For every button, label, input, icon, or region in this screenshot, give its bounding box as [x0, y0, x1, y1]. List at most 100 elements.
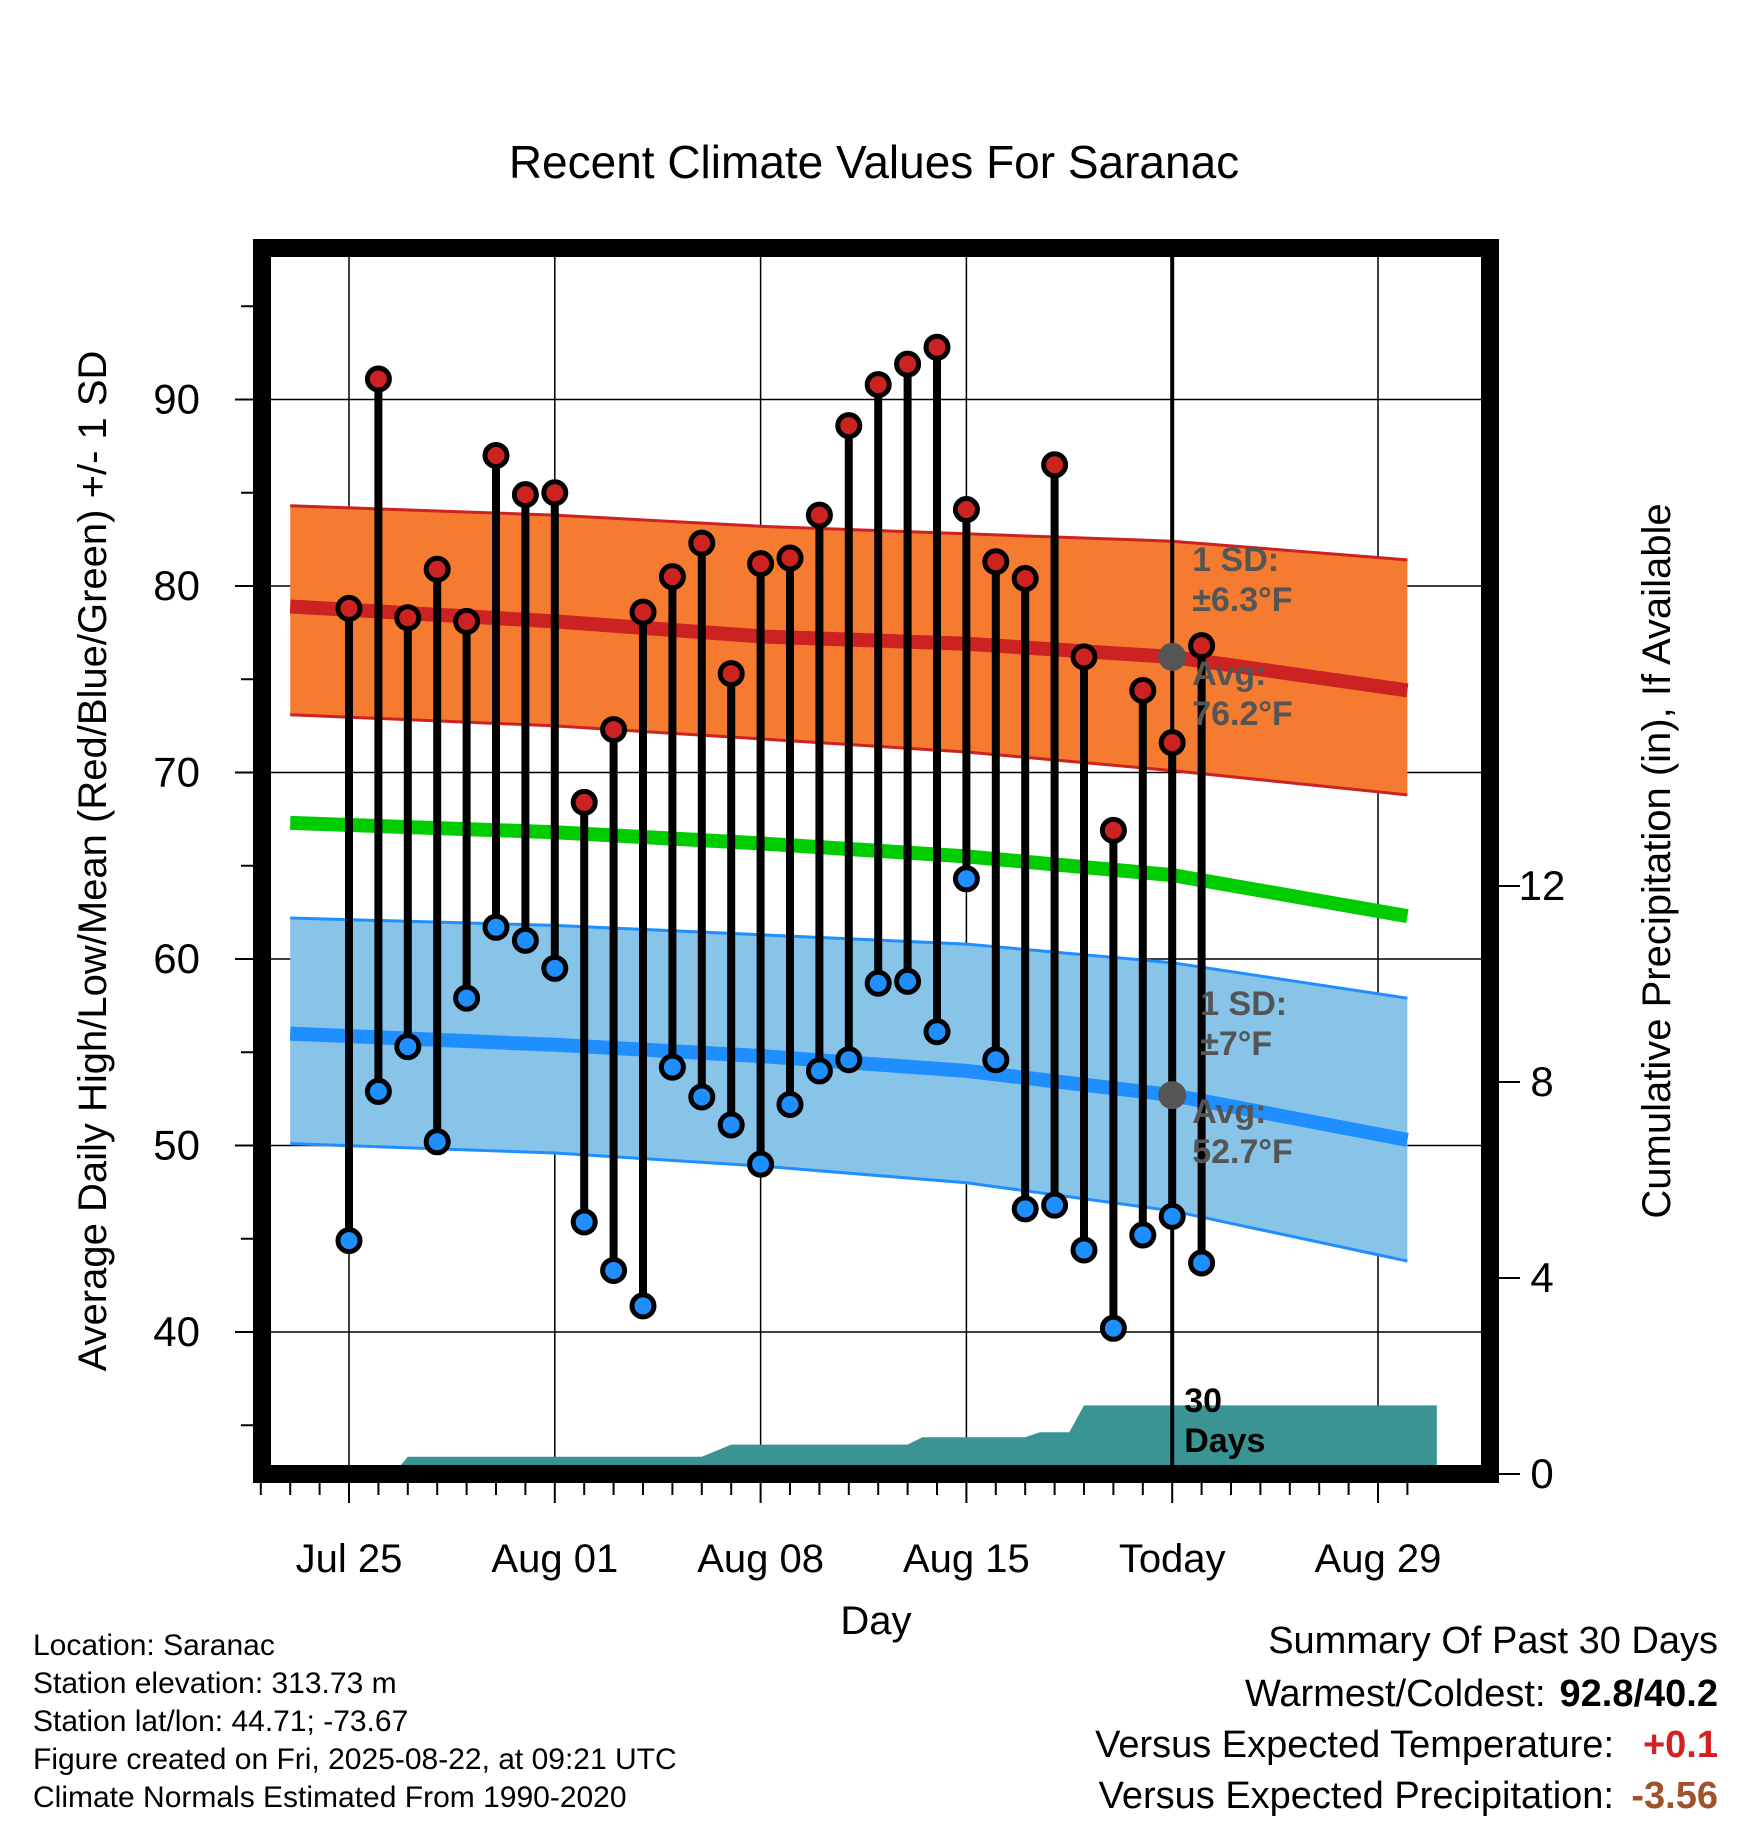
- daily-low-point: [570, 1208, 598, 1236]
- today-label-count: 30: [1184, 1382, 1222, 1420]
- daily-high-point: [1188, 632, 1216, 660]
- daily-low-point: [541, 954, 569, 982]
- mean-line: [289, 815, 1409, 923]
- plot-frame: [253, 239, 1499, 1483]
- daily-low-point: [1041, 1191, 1069, 1219]
- station-metadata: Location: Saranac Station elevation: 313…: [33, 1627, 677, 1817]
- low-sd-band: [290, 918, 1408, 1262]
- daily-low-point: [453, 984, 481, 1012]
- low-sd-band-lower-edge: [290, 1142, 1408, 1263]
- y-tick-label: 90: [153, 376, 200, 423]
- daily-low-point: [658, 1053, 686, 1081]
- high-sd-band-avg-line: [289, 599, 1409, 698]
- daily-low-point: [335, 1227, 363, 1255]
- x-axis-label: Day: [840, 1599, 911, 1643]
- y2-tick-label: 0: [1530, 1450, 1553, 1497]
- daily-low-point: [1070, 1236, 1098, 1264]
- daily-high-point: [923, 333, 951, 361]
- daily-high-point: [511, 481, 539, 509]
- daily-points: [335, 333, 1216, 1342]
- daily-low-point: [1158, 1202, 1186, 1230]
- high-avg-label: Avg:: [1192, 655, 1266, 693]
- daily-high-point: [717, 660, 745, 688]
- high-sd-label: 1 SD:: [1192, 541, 1279, 579]
- daily-low-point: [364, 1077, 392, 1105]
- daily-low-point: [1011, 1195, 1039, 1223]
- chart-title: Recent Climate Values For Saranac: [509, 136, 1239, 188]
- high-avg-value: 76.2°F: [1192, 695, 1293, 733]
- x-tick-label: Aug 29: [1315, 1537, 1442, 1581]
- x-tick-label: Aug 15: [903, 1537, 1030, 1581]
- daily-low-point: [864, 969, 892, 997]
- today-high-avg-dot: [1158, 642, 1187, 671]
- daily-high-point: [1099, 816, 1127, 844]
- daily-high-point: [482, 441, 510, 469]
- y2-tick-label: 8: [1530, 1058, 1553, 1105]
- low-avg-value: 52.7°F: [1192, 1133, 1293, 1171]
- x-tick-label: Today: [1119, 1537, 1226, 1581]
- daily-low-point: [1099, 1314, 1127, 1342]
- daily-high-point: [776, 544, 804, 572]
- daily-low-point: [717, 1111, 745, 1139]
- high-sd-band-lower-edge: [290, 713, 1408, 797]
- daily-high-point: [982, 548, 1010, 576]
- elevation-text: Station elevation: 313.73 m: [33, 1667, 397, 1700]
- daily-low-point: [629, 1292, 657, 1320]
- daily-high-point: [835, 412, 863, 440]
- daily-stems: [345, 347, 1206, 1329]
- daily-high-point: [629, 598, 657, 626]
- daily-high-point: [688, 529, 716, 557]
- x-tick-label: Aug 01: [491, 1537, 618, 1581]
- daily-high-point: [364, 365, 392, 393]
- daily-high-point: [1158, 729, 1186, 757]
- latlon-text: Station lat/lon: 44.71; -73.67: [33, 1705, 409, 1738]
- location-text: Location: Saranac: [33, 1629, 275, 1662]
- daily-high-point: [1129, 676, 1157, 704]
- daily-high-point: [658, 563, 686, 591]
- daily-high-point: [394, 604, 422, 632]
- y-tick-label: 40: [153, 1308, 200, 1355]
- y2-tick-label: 4: [1530, 1254, 1553, 1301]
- y-tick-label: 60: [153, 935, 200, 982]
- y-tick-label: 80: [153, 562, 200, 609]
- daily-low-point: [600, 1256, 628, 1284]
- daily-high-point: [335, 594, 363, 622]
- high-sd-value: ±6.3°F: [1192, 581, 1292, 619]
- daily-high-point: [570, 788, 598, 816]
- daily-high-point: [805, 501, 833, 529]
- today-label-days: Days: [1184, 1422, 1265, 1460]
- daily-low-point: [482, 913, 510, 941]
- x-tick-label: Aug 08: [697, 1537, 824, 1581]
- low-sd-band-upper-edge: [290, 916, 1408, 1000]
- daily-high-point: [1011, 565, 1039, 593]
- daily-low-point: [394, 1033, 422, 1061]
- daily-low-point: [952, 865, 980, 893]
- daily-high-point: [1041, 451, 1069, 479]
- daily-low-point: [511, 926, 539, 954]
- y-axis-label: Average Daily High/Low/Mean (Red/Blue/Gr…: [71, 351, 115, 1372]
- y2-axis-label: Cumulative Precipitation (in), If Availa…: [1635, 503, 1679, 1218]
- normals-text: Climate Normals Estimated From 1990-2020: [33, 1781, 627, 1814]
- daily-low-point: [894, 967, 922, 995]
- daily-low-point: [423, 1128, 451, 1156]
- low-avg-label: Avg:: [1192, 1093, 1266, 1131]
- daily-low-point: [1188, 1249, 1216, 1277]
- x-tick-label: Jul 25: [296, 1537, 403, 1581]
- today-low-avg-dot: [1158, 1081, 1187, 1110]
- low-sd-label: 1 SD:: [1200, 985, 1287, 1023]
- created-text: Figure created on Fri, 2025-08-22, at 09…: [33, 1743, 677, 1776]
- daily-high-point: [747, 550, 775, 578]
- daily-high-point: [864, 371, 892, 399]
- axes: 40 50 60 70 80 90 0 4 8 12 Jul 25 Aug 01 Aug 08 Aug 1…: [153, 305, 1565, 1581]
- daily-low-point: [776, 1090, 804, 1118]
- daily-high-point: [453, 607, 481, 635]
- y-tick-label: 50: [153, 1122, 200, 1169]
- daily-low-point: [982, 1046, 1010, 1074]
- precip-area: [262, 1405, 1437, 1474]
- daily-high-point: [1070, 643, 1098, 671]
- daily-low-point: [923, 1018, 951, 1046]
- daily-high-point: [952, 496, 980, 524]
